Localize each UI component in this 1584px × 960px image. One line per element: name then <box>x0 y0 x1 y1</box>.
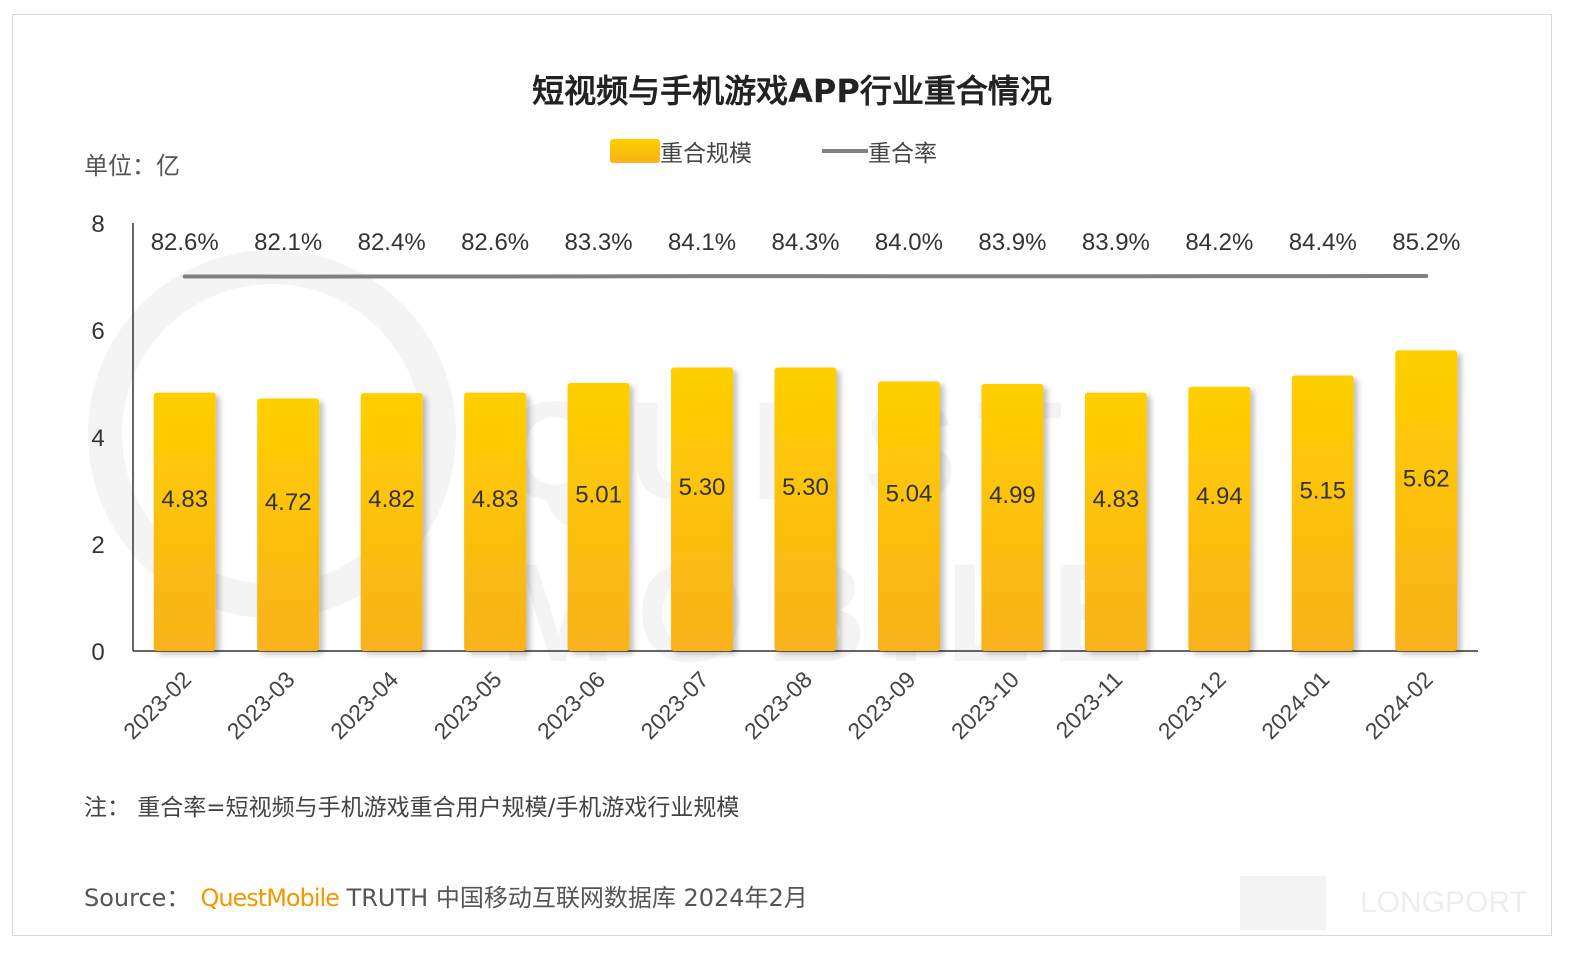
bar <box>1395 350 1458 651</box>
bar <box>1084 392 1147 651</box>
bar <box>153 392 216 651</box>
bar <box>1291 375 1354 651</box>
bar-value-label: 5.01 <box>575 481 622 508</box>
bar-value-label: 5.30 <box>782 474 829 501</box>
rate-value-label: 82.4% <box>358 229 426 256</box>
legend: 重合规模 重合率 <box>610 134 937 168</box>
x-tick-label: 2023-02 <box>118 666 196 744</box>
rate-value-label: 82.1% <box>254 229 322 256</box>
unit-label: 单位：亿 <box>84 152 180 180</box>
rate-value-label: 84.0% <box>875 229 943 256</box>
y-tick-label: 6 <box>91 318 104 345</box>
bar-value-label: 5.62 <box>1403 466 1450 493</box>
x-tick-label: 2023-04 <box>325 666 403 744</box>
bar <box>981 384 1044 651</box>
chart-title: 短视频与手机游戏APP行业重合情况 <box>532 72 1052 110</box>
bar-value-label: 5.30 <box>679 474 726 501</box>
bar <box>774 367 837 651</box>
watermark-text: LONGPORT <box>1360 886 1528 919</box>
watermark-logo-icon <box>1240 876 1326 930</box>
rate-value-label: 82.6% <box>461 229 529 256</box>
legend-bar-label: 重合规模 <box>660 141 752 167</box>
bar-value-label: 4.83 <box>161 486 208 513</box>
y-tick-label: 0 <box>91 639 104 666</box>
bar <box>464 392 527 651</box>
x-tick-label: 2023-07 <box>635 666 713 744</box>
legend-line-label: 重合率 <box>868 141 937 167</box>
bar-value-label: 4.72 <box>265 489 312 516</box>
source-rest: TRUTH 中国移动互联网数据库 2024年2月 <box>346 884 808 912</box>
source-prefix: Source： <box>84 884 191 912</box>
bar-value-label: 4.94 <box>1196 483 1243 510</box>
bar-value-label: 4.82 <box>368 486 415 513</box>
watermark: LONGPORT <box>1240 876 1528 930</box>
bar-value-label: 5.04 <box>886 481 933 508</box>
rate-value-label: 82.6% <box>151 229 219 256</box>
rate-value-label: 84.3% <box>771 229 839 256</box>
bar <box>1188 386 1251 651</box>
bar-value-label: 4.83 <box>472 486 519 513</box>
bar <box>671 367 734 651</box>
bar <box>360 393 423 651</box>
y-tick-label: 8 <box>91 211 104 238</box>
x-tick-label: 2024-02 <box>1360 666 1438 744</box>
legend-bar-swatch <box>610 139 660 163</box>
footnote: 注： 重合率=短视频与手机游戏重合用户规模/手机游戏行业规模 <box>84 795 740 821</box>
x-tick-label: 2023-12 <box>1153 666 1231 744</box>
rate-value-label: 84.4% <box>1289 229 1357 256</box>
bar <box>567 382 630 651</box>
source-brand: QuestMobile <box>200 884 340 912</box>
rate-value-label: 83.9% <box>1082 229 1150 256</box>
x-tick-label: 2023-06 <box>532 666 610 744</box>
rate-value-label: 83.3% <box>565 229 633 256</box>
rate-value-label: 83.9% <box>978 229 1046 256</box>
x-tick-label: 2023-08 <box>739 666 817 744</box>
rate-value-label: 84.1% <box>668 229 736 256</box>
x-tick-label: 2023-10 <box>946 666 1024 744</box>
legend-line-swatch <box>822 149 868 153</box>
y-tick-label: 2 <box>91 532 104 559</box>
bar <box>257 398 320 651</box>
x-tick-label: 2023-09 <box>842 666 920 744</box>
x-tick-label: 2024-01 <box>1256 666 1334 744</box>
rate-value-label: 84.2% <box>1185 229 1253 256</box>
rate-line <box>182 273 1429 279</box>
bar-value-label: 4.83 <box>1093 486 1140 513</box>
x-tick-label: 2023-11 <box>1051 666 1128 743</box>
y-tick-label: 4 <box>91 425 104 452</box>
x-tick-label: 2023-03 <box>222 666 300 744</box>
x-tick-label: 2023-05 <box>429 666 507 744</box>
bar-value-label: 5.15 <box>1299 478 1346 505</box>
bar <box>877 381 940 651</box>
source-line: Source： QuestMobile TRUTH 中国移动互联网数据库 2024… <box>84 878 808 913</box>
bar-value-label: 4.99 <box>989 482 1036 509</box>
rate-value-label: 85.2% <box>1392 229 1460 256</box>
